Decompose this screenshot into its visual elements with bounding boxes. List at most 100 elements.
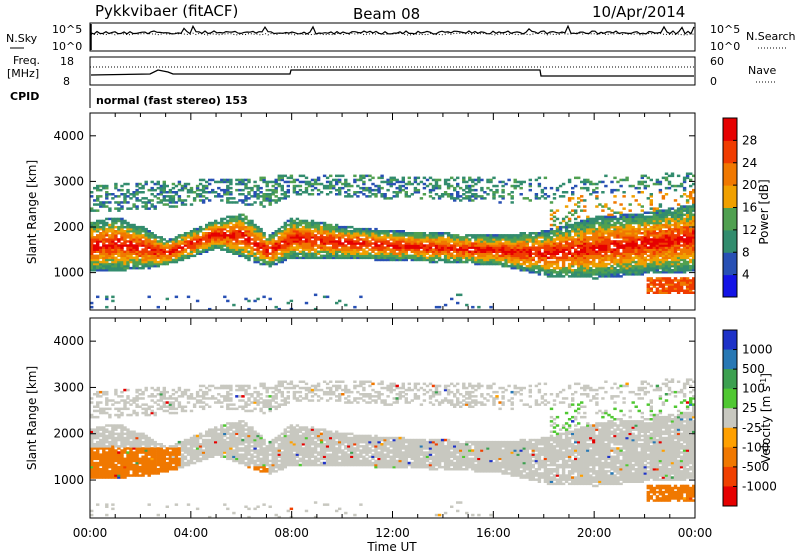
power-cell — [329, 238, 333, 241]
power-cell — [446, 234, 451, 237]
power-cell — [580, 186, 584, 190]
power-cell — [316, 178, 321, 182]
power-cell — [90, 209, 94, 212]
velocity-cell — [96, 432, 100, 436]
power-cell — [256, 197, 260, 200]
power-cell — [446, 256, 451, 260]
power-cell — [120, 254, 124, 258]
power-cell — [359, 227, 363, 231]
power-cell — [489, 262, 493, 266]
power-cell — [540, 258, 545, 262]
power-cell — [141, 250, 145, 253]
power-cell — [120, 201, 124, 204]
power-cell — [664, 258, 669, 262]
power-cell — [135, 242, 139, 245]
power-cell — [640, 273, 644, 276]
power-cell — [522, 246, 526, 249]
power-cell — [277, 244, 281, 247]
power-cell — [676, 174, 681, 178]
power-cell — [419, 238, 424, 241]
power-cell — [446, 186, 451, 190]
power-cell — [105, 260, 109, 264]
power-cell — [495, 238, 499, 241]
power-cell — [105, 234, 109, 237]
power-cell — [552, 262, 557, 266]
power-cell — [670, 219, 675, 223]
power-cell — [604, 256, 608, 260]
power-cell — [667, 207, 672, 210]
power-cell — [183, 234, 188, 237]
power-cell — [546, 195, 551, 198]
power-cell — [298, 188, 303, 192]
velocity-cell — [96, 457, 100, 461]
power-cell — [277, 197, 281, 200]
velocity-cell — [99, 447, 103, 450]
power-cell — [226, 225, 230, 229]
power-cell — [658, 219, 663, 223]
power-cell — [601, 256, 605, 260]
power-cell — [655, 277, 660, 280]
power-cell — [498, 250, 502, 253]
power-cell — [214, 191, 218, 194]
power-cell — [319, 182, 324, 186]
power-cell — [341, 227, 345, 231]
power-cell — [646, 248, 650, 251]
power-cell — [664, 246, 669, 249]
power-cell — [335, 227, 339, 231]
power-cell — [301, 191, 306, 194]
power-cell — [135, 258, 139, 262]
power-cell — [625, 225, 629, 229]
power-cell — [586, 271, 590, 274]
power-cell — [646, 254, 650, 258]
power-cell — [232, 242, 236, 245]
power-cell — [174, 244, 179, 247]
power-cell — [147, 236, 151, 239]
power-cell — [598, 221, 602, 225]
power-cell — [289, 256, 294, 260]
power-cell — [159, 254, 163, 258]
power-cell — [362, 180, 366, 184]
power-cell — [220, 195, 224, 198]
power-cell — [201, 201, 206, 204]
power-cell — [676, 213, 681, 217]
power-cell — [259, 244, 263, 247]
power-cell — [325, 184, 330, 188]
power-cell — [226, 299, 230, 303]
power-cell — [604, 271, 608, 274]
power-cell — [253, 236, 257, 239]
power-cell — [571, 236, 575, 239]
power-cell — [192, 236, 197, 239]
power-cell — [132, 225, 136, 229]
power-cell — [537, 250, 542, 253]
velocity-cell — [96, 390, 100, 394]
power-cell — [462, 244, 466, 247]
power-cell — [307, 240, 312, 243]
power-cell — [301, 248, 306, 251]
power-cell — [211, 232, 215, 235]
power-cell — [111, 264, 115, 268]
power-cell — [150, 244, 154, 247]
power-cell — [126, 227, 130, 231]
power-cell — [459, 242, 463, 245]
power-cell — [689, 269, 693, 272]
power-cell — [404, 238, 408, 241]
power-cell — [316, 238, 321, 241]
power-cell — [661, 215, 666, 219]
power-cell — [168, 188, 173, 192]
power-cell — [195, 227, 200, 231]
power-cell — [235, 219, 239, 223]
power-cell — [643, 225, 647, 229]
power-cell — [102, 250, 106, 253]
power-cell — [271, 236, 275, 239]
power-cell — [201, 195, 206, 198]
nsearch-label: N.Search — [746, 30, 796, 43]
power-cell — [673, 227, 678, 231]
power-cell — [138, 236, 142, 239]
power-cell — [679, 277, 684, 280]
power-cell — [141, 248, 145, 251]
power-cell — [468, 176, 472, 180]
power-cell — [150, 264, 154, 268]
power-cell — [689, 285, 693, 288]
power-cell — [574, 209, 578, 212]
power-cell — [685, 285, 690, 288]
